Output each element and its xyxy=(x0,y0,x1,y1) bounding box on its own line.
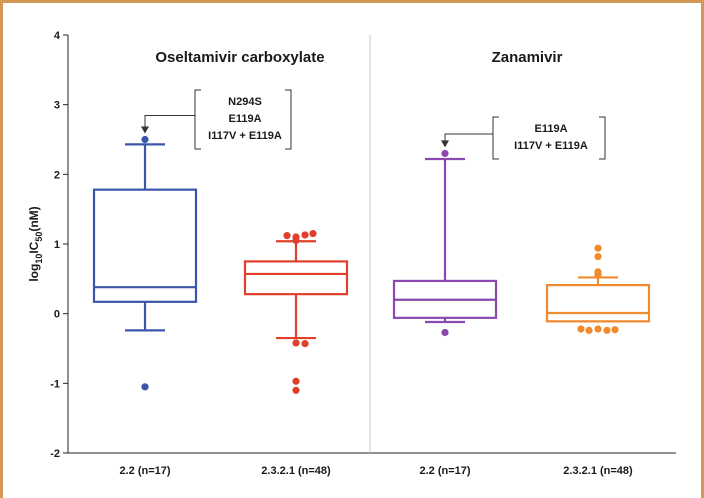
outlier-point xyxy=(292,386,300,394)
outlier-point xyxy=(611,326,619,334)
outlier-point xyxy=(141,135,149,144)
panel-2: Zanamivir 2.2 (n=17) 2.3.2.1 (n=48) E119A I1… xyxy=(392,49,651,477)
panel-title: Oseltamivir carboxylate xyxy=(155,49,324,66)
outlier-point xyxy=(292,339,300,347)
annotation-2: E119A I117V + E119A xyxy=(441,116,606,160)
outlier-point xyxy=(301,231,309,239)
outlier-point xyxy=(603,326,611,334)
outlier-point xyxy=(577,325,585,333)
outlier-point xyxy=(141,383,149,391)
annotation-text: I117V + E119A xyxy=(514,140,588,152)
annotation-arrow-line xyxy=(144,115,195,129)
annotation-arrow-head xyxy=(441,140,449,148)
box-2-2 xyxy=(545,244,651,334)
annotation-text: N294S xyxy=(228,96,262,108)
outlier-point xyxy=(594,252,602,261)
annotation-arrow-head xyxy=(141,126,149,134)
outlier-point xyxy=(441,149,449,158)
panel-title: Zanamivir xyxy=(492,49,563,66)
annotation-1: N294S E119A I117V + E119A xyxy=(141,89,292,150)
axes: -2 -1 0 1 2 3 4 xyxy=(50,30,676,460)
y-tick-label: 0 xyxy=(54,309,60,321)
outlier-point xyxy=(594,271,602,279)
iqr-box xyxy=(243,260,349,296)
annotation-text: I117V + E119A xyxy=(208,130,282,142)
x-category-label: 2.3.2.1 (n=48) xyxy=(261,465,331,477)
iqr-box xyxy=(92,188,198,303)
y-axis-label: log10IC50(nM) xyxy=(27,206,44,281)
outlier-point xyxy=(585,326,593,334)
outlier-point xyxy=(594,244,602,252)
outlier-point xyxy=(441,328,449,337)
x-category-label: 2.2 (n=17) xyxy=(419,465,470,477)
outlier-point xyxy=(309,229,317,238)
annotation-bracket-left xyxy=(492,116,499,160)
annotation-bracket-right xyxy=(285,89,292,150)
box-2-1 xyxy=(392,149,498,337)
iqr-box xyxy=(545,284,651,323)
annotation-bracket-right xyxy=(599,116,606,160)
box-1-1 xyxy=(92,135,198,391)
annotation-text: E119A xyxy=(228,113,261,125)
panels: Oseltamivir carboxylate 2.2 (n=17) 2.3.2.1… xyxy=(92,49,651,477)
annotation-bracket-left xyxy=(194,89,201,150)
y-tick-label: 4 xyxy=(54,30,61,42)
y-tick-label: -2 xyxy=(50,448,60,460)
outlier-point xyxy=(292,233,300,241)
outlier-point xyxy=(594,325,602,333)
outlier-point xyxy=(292,377,300,385)
outlier-point xyxy=(301,340,309,348)
y-tick-label: 3 xyxy=(54,100,60,112)
x-category-label: 2.3.2.1 (n=48) xyxy=(563,465,633,477)
outlier-point xyxy=(283,232,291,240)
y-tick-label: 2 xyxy=(54,169,60,181)
annotation-arrow-line xyxy=(444,133,493,143)
x-category-label: 2.2 (n=17) xyxy=(119,465,170,477)
y-tick-label: -1 xyxy=(50,378,60,390)
panel-1: Oseltamivir carboxylate 2.2 (n=17) 2.3.2.1… xyxy=(92,49,349,477)
y-tick-label: 1 xyxy=(54,239,60,251)
box-1-2 xyxy=(243,229,349,394)
annotation-text: E119A xyxy=(534,123,567,135)
